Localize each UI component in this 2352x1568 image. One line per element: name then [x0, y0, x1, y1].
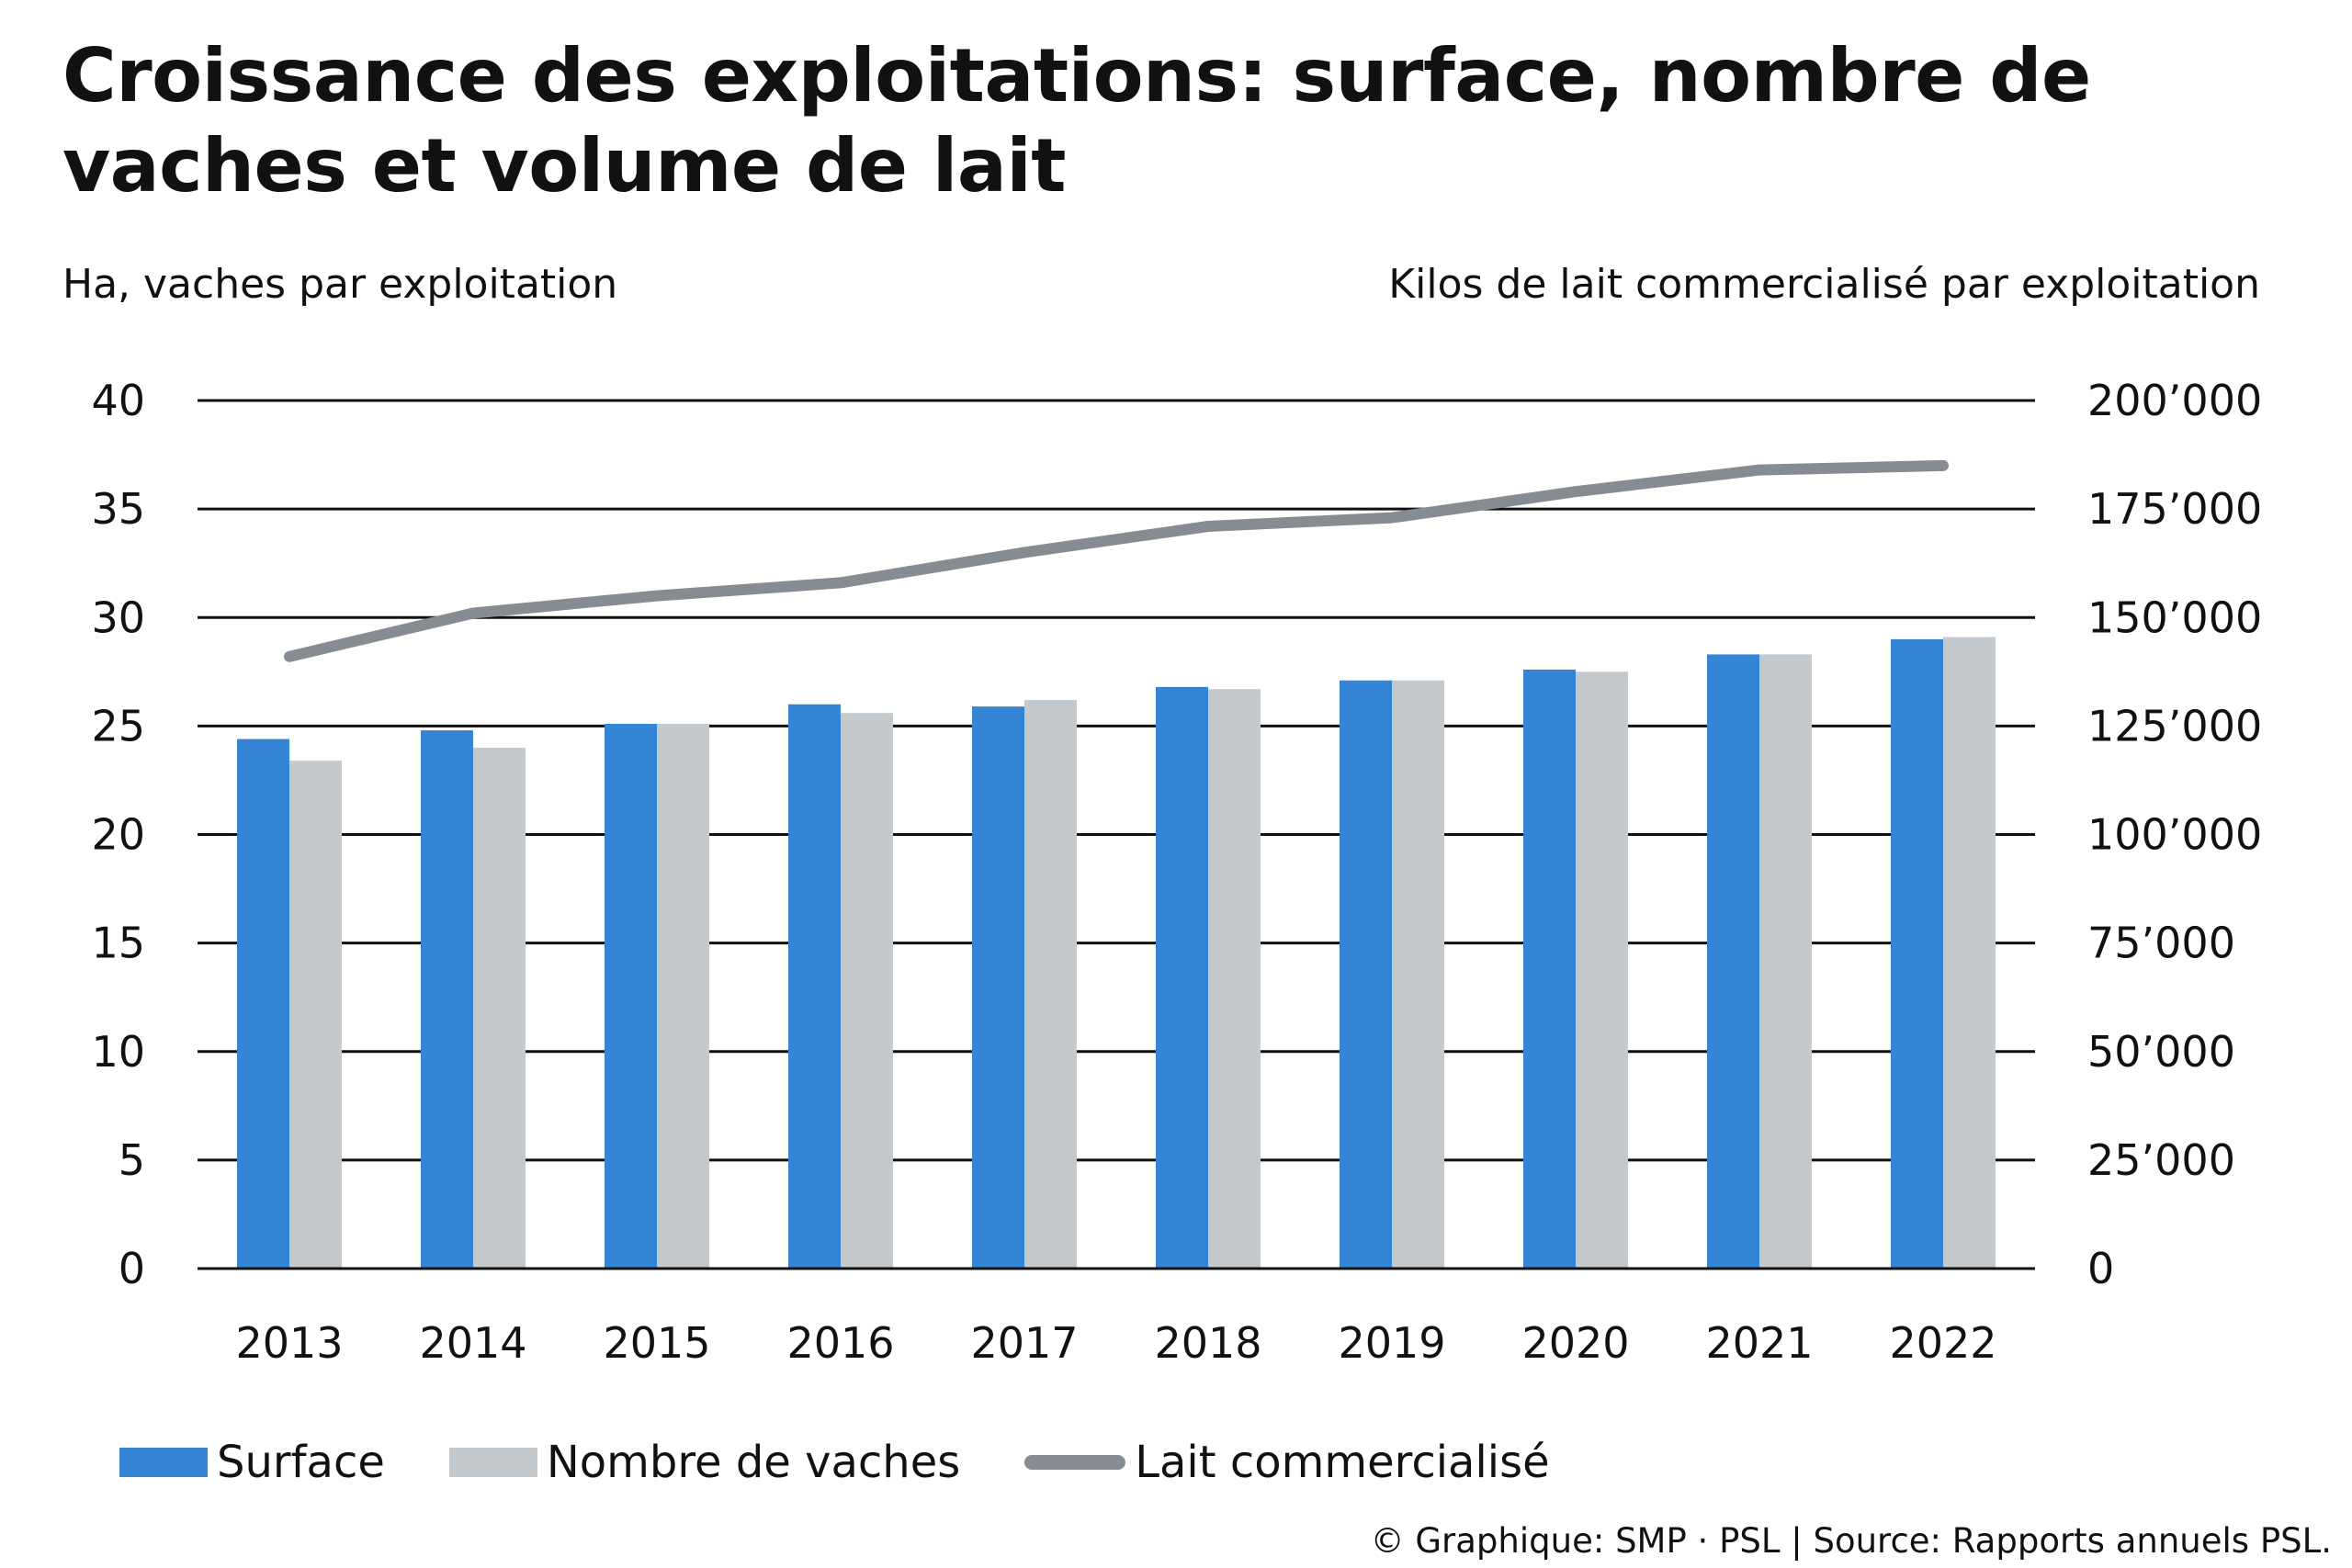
x-tick-label: 2013 — [235, 1318, 343, 1368]
bar-surface — [1156, 686, 1208, 1269]
bar-vaches — [1392, 680, 1444, 1269]
bar-vaches — [289, 761, 342, 1269]
bar-vaches — [1576, 671, 1628, 1269]
x-tick-label: 2018 — [1154, 1318, 1261, 1368]
chart-title: Croissance des exploitations: surface, n… — [62, 33, 2091, 209]
legend-swatch-lait — [1024, 1455, 1126, 1470]
bar-surface — [1891, 638, 1943, 1269]
y-tick-label-left: 10 — [91, 1027, 145, 1077]
legend-item-lait: Lait commercialisé — [1024, 1435, 1550, 1490]
x-tick-label: 2022 — [1889, 1318, 1996, 1368]
point-lait — [472, 613, 474, 615]
bar-surface — [1340, 680, 1392, 1269]
y-tick-label-left: 15 — [91, 919, 145, 968]
point-lait — [288, 656, 290, 658]
y-tick-label-right: 150’000 — [2087, 592, 2262, 642]
x-tick-label: 2015 — [603, 1318, 710, 1368]
x-tick-label: 2014 — [419, 1318, 526, 1368]
bar-surface — [788, 704, 841, 1269]
bar-surface — [972, 706, 1024, 1269]
bar-surface — [1707, 654, 1759, 1269]
point-lait — [1575, 491, 1577, 492]
legend-swatch-vaches — [448, 1448, 537, 1477]
source-credit: © Graphique: SMP · PSL | Source: Rapport… — [1370, 1521, 2332, 1561]
bar-surface — [237, 739, 289, 1269]
bar-surface — [1523, 669, 1576, 1269]
right-axis-title: Kilos de lait commercialisé par exploita… — [1388, 261, 2260, 308]
bar-vaches — [1943, 637, 1996, 1269]
legend: Surface Nombre de vaches Lait commercial… — [119, 1435, 1614, 1490]
y-tick-label-right: 200’000 — [2087, 376, 2262, 425]
bar-vaches — [1208, 689, 1261, 1269]
y-tick-label-left: 5 — [119, 1135, 145, 1185]
x-tick-label: 2021 — [1705, 1318, 1813, 1368]
y-tick-label-left: 25 — [91, 701, 145, 750]
point-lait — [1758, 469, 1760, 471]
x-tick-label: 2016 — [786, 1318, 894, 1368]
x-tick-label: 2017 — [970, 1318, 1078, 1368]
legend-item-vaches: Nombre de vaches — [448, 1435, 961, 1490]
bar-surface — [421, 730, 473, 1269]
legend-swatch-surface — [119, 1448, 208, 1477]
bar-surface — [605, 724, 657, 1269]
bar-vaches — [841, 713, 893, 1269]
left-axis-title: Ha, vaches par exploitation — [62, 261, 618, 308]
bar-vaches — [657, 724, 709, 1269]
y-tick-label-left: 30 — [91, 592, 145, 642]
point-lait — [1391, 517, 1393, 519]
x-tick-label: 2020 — [1521, 1318, 1629, 1368]
y-tick-label-left: 0 — [119, 1244, 145, 1293]
point-lait — [1942, 465, 1944, 467]
y-tick-label-right: 100’000 — [2087, 810, 2262, 860]
legend-item-surface: Surface — [119, 1435, 385, 1490]
x-tick-label: 2019 — [1338, 1318, 1445, 1368]
y-tick-label-right: 75’000 — [2087, 919, 2235, 968]
line-lait-commercialise — [284, 459, 1949, 662]
y-tick-label-right: 0 — [2087, 1244, 2114, 1293]
y-tick-label-right: 175’000 — [2087, 484, 2262, 534]
y-tick-label-left: 40 — [91, 376, 145, 425]
bar-vaches — [1024, 700, 1077, 1269]
y-tick-label-right: 125’000 — [2087, 701, 2262, 750]
legend-label-vaches: Nombre de vaches — [546, 1437, 961, 1488]
legend-label-lait: Lait commercialisé — [1135, 1437, 1550, 1488]
bar-vaches — [473, 748, 526, 1269]
bar-vaches — [1759, 654, 1812, 1269]
point-lait — [656, 595, 658, 597]
y-tick-label-left: 35 — [91, 484, 145, 534]
legend-label-surface: Surface — [217, 1437, 385, 1488]
y-tick-label-right: 50’000 — [2087, 1027, 2235, 1077]
y-tick-label-left: 20 — [91, 810, 145, 860]
point-lait — [1207, 525, 1209, 527]
point-lait — [1023, 551, 1025, 553]
point-lait — [840, 581, 842, 583]
y-tick-label-right: 25’000 — [2087, 1135, 2235, 1185]
